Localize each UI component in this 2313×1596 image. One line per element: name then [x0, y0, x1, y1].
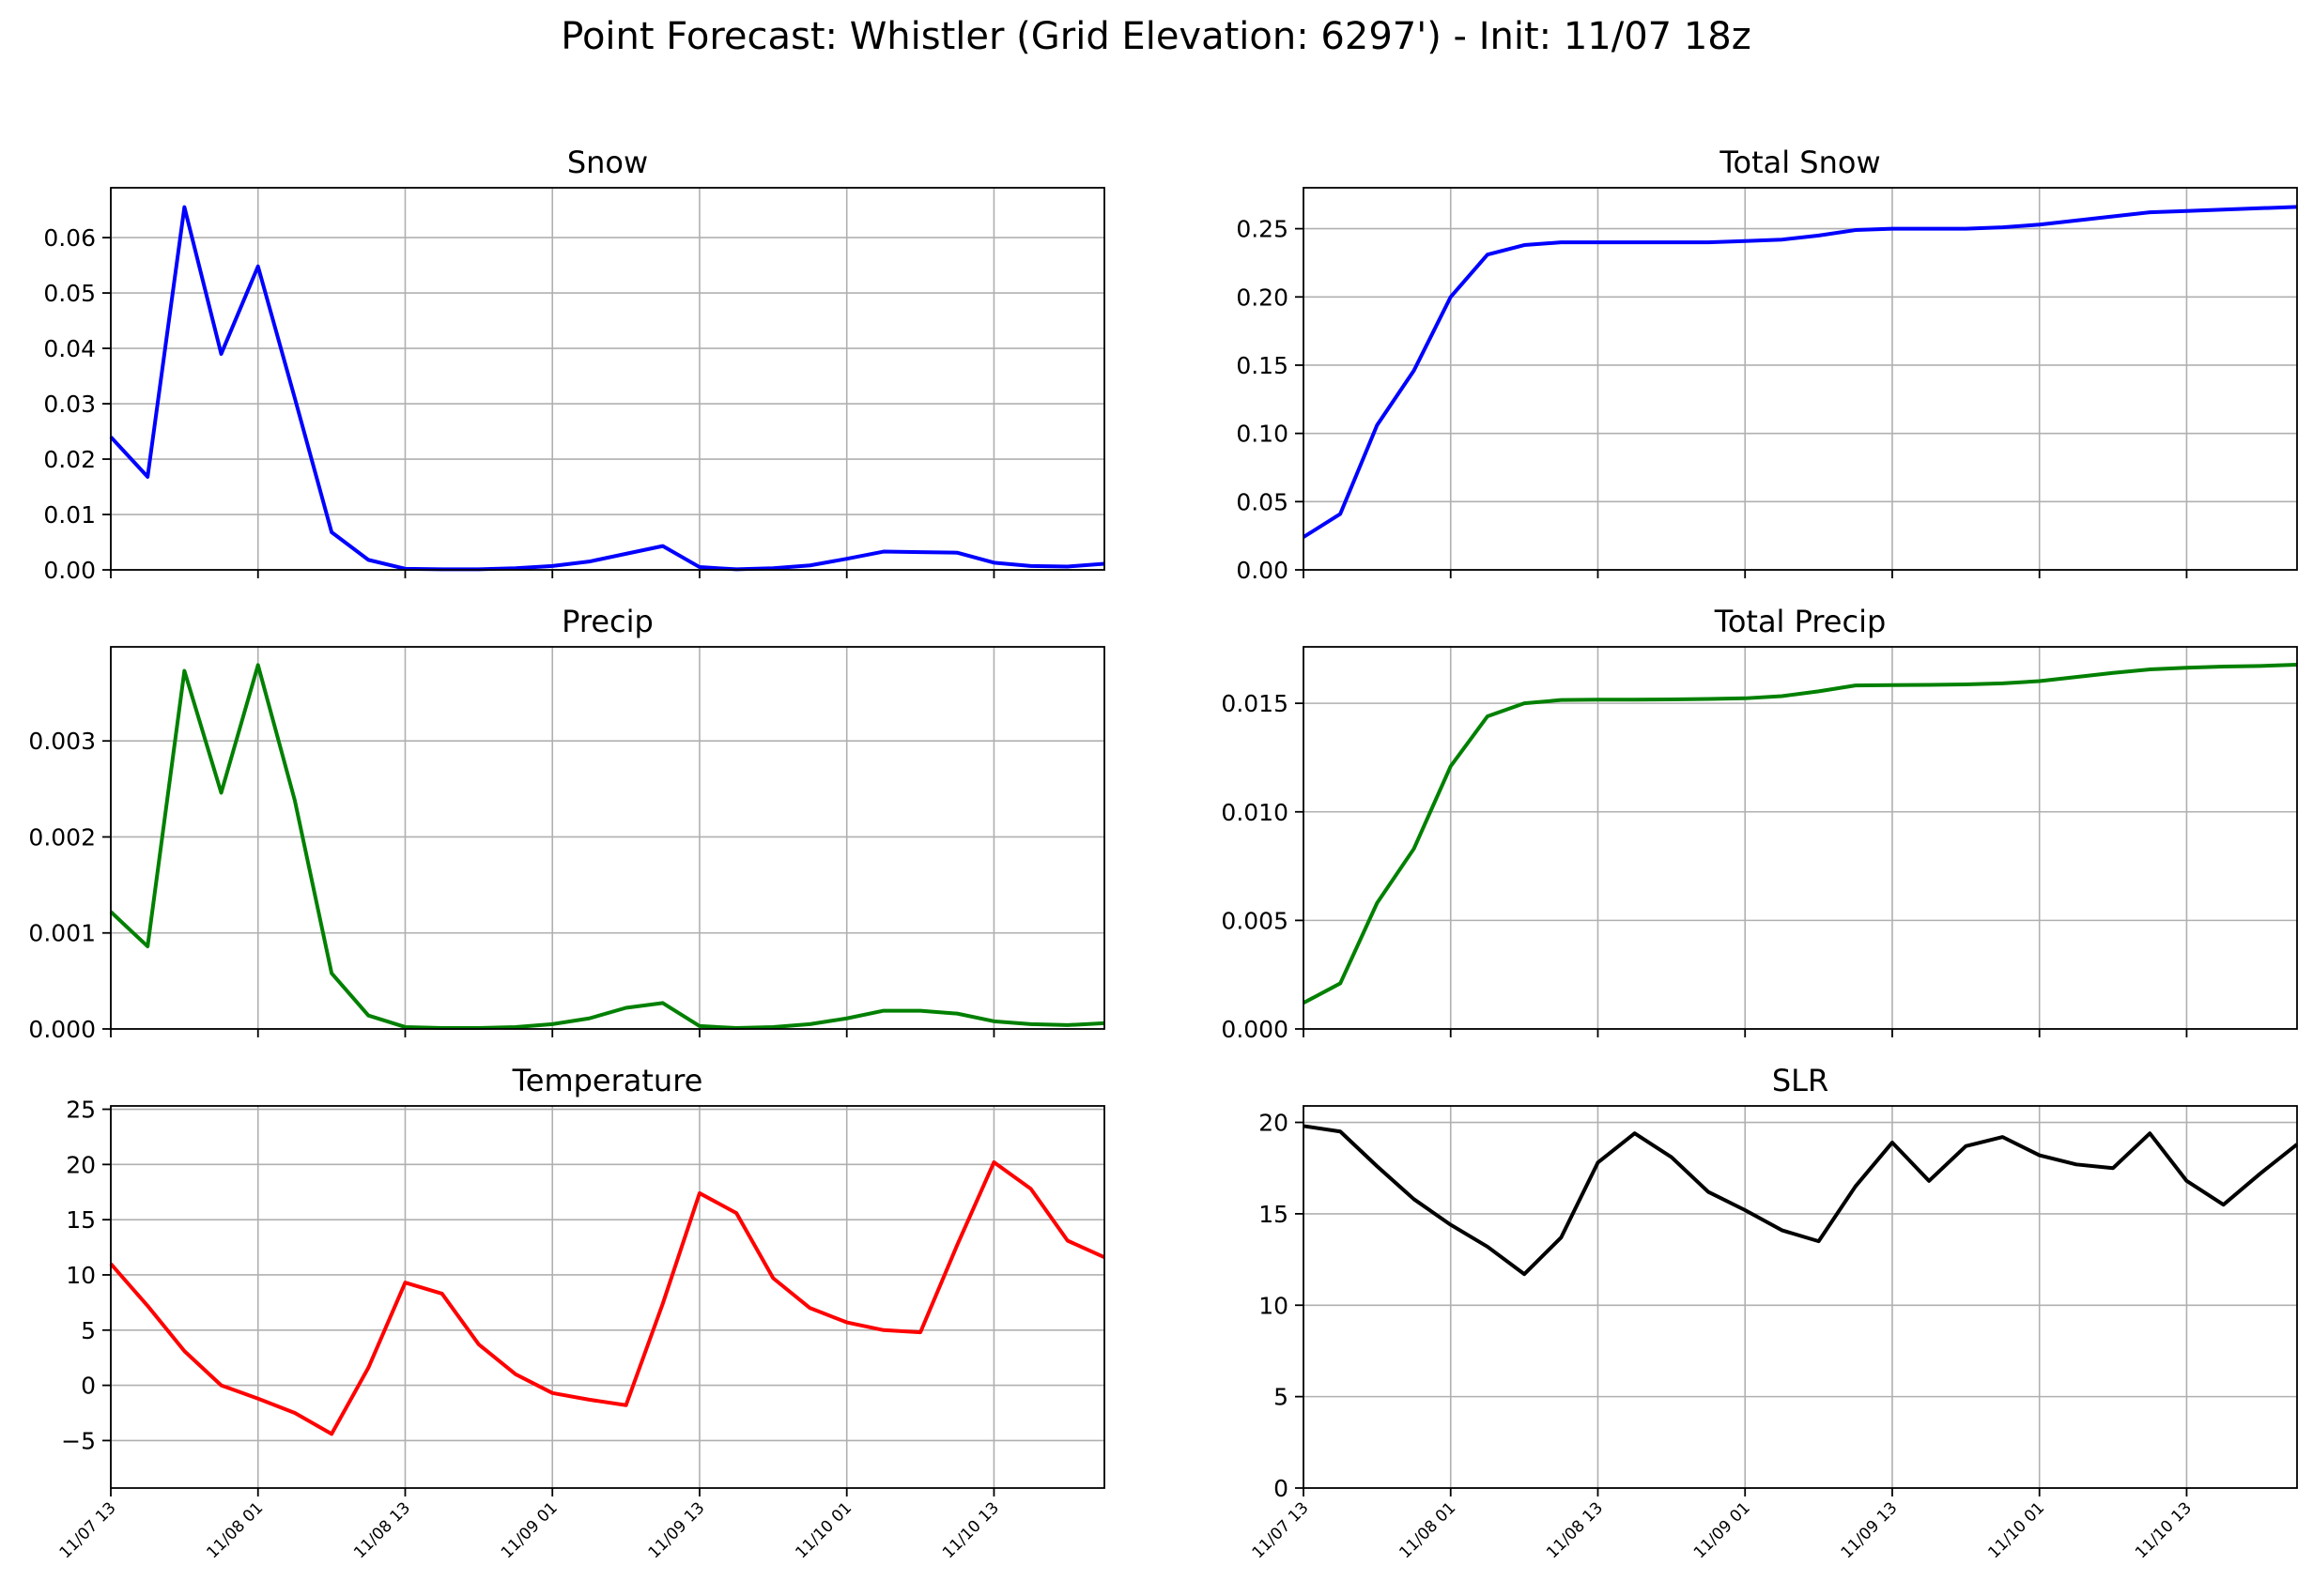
- total-precip-ytick-label-1: 0.005: [1221, 907, 1288, 934]
- precip-ytick-label-0: 0.000: [28, 1016, 96, 1043]
- temperature-ytick-label-3: 10: [66, 1262, 96, 1289]
- total-precip-series-line: [1303, 662, 2298, 1005]
- slr-panel: SLR 0 5 10 15 20 11/07 13 11/08 01 11/08 13 11/09…: [1249, 1063, 2299, 1562]
- snow-panel: Snow 0.00 0.01 0.02 0.03 0.04 0.05 0.06: [43, 145, 1105, 584]
- temperature-xtick-label-1: 11/08 01: [203, 1498, 267, 1562]
- precip-ytick-label-1: 0.001: [28, 920, 96, 947]
- figure-title: Point Forecast: Whistler (Grid Elevation…: [561, 15, 1750, 58]
- precip-title: Precip: [562, 604, 654, 639]
- precip-ytick-label-3: 0.003: [28, 728, 96, 755]
- slr-xtick-label-3: 11/09 01: [1690, 1498, 1754, 1562]
- temperature-ytick-label-4: 15: [66, 1206, 96, 1234]
- snow-series-line: [109, 205, 1105, 572]
- temperature-ytick-label-2: 5: [81, 1317, 96, 1344]
- total-snow-ytick-label-2: 0.10: [1236, 421, 1288, 448]
- slr-xtick-label-1: 11/08 01: [1396, 1498, 1459, 1562]
- temperature-series-line: [109, 1159, 1105, 1436]
- snow-ytick-label-2: 0.02: [43, 446, 96, 473]
- temperature-ytick-label-6: 25: [66, 1097, 96, 1124]
- snow-ytick-label-4: 0.04: [43, 335, 96, 362]
- total-precip-axes-frame: [1303, 646, 2298, 1030]
- temperature-title: Temperature: [512, 1063, 703, 1098]
- slr-xtick-label-0: 11/07 13: [1249, 1498, 1313, 1562]
- total-snow-ytick-label-1: 0.05: [1236, 488, 1288, 515]
- slr-ytick-label-2: 10: [1258, 1292, 1288, 1319]
- total-snow-ytick-label-0: 0.00: [1236, 557, 1288, 584]
- temperature-xtick-label-4: 11/09 13: [645, 1498, 709, 1562]
- total-snow-ytick-label-5: 0.25: [1236, 216, 1288, 243]
- total-precip-title: Total Precip: [1714, 604, 1887, 639]
- total-snow-title: Total Snow: [1719, 145, 1880, 180]
- slr-xtick-label-4: 11/09 13: [1838, 1498, 1902, 1562]
- precip-ytick-label-2: 0.002: [28, 823, 96, 851]
- temperature-ytick-label-5: 20: [66, 1151, 96, 1178]
- snow-axes-frame: [110, 187, 1105, 571]
- total-precip-ytick-label-3: 0.015: [1221, 690, 1288, 717]
- total-snow-ytick-label-3: 0.15: [1236, 352, 1288, 379]
- total-snow-panel: Total Snow 0.00 0.05 0.10 0.15 0.20 0.25: [1236, 145, 2298, 584]
- snow-ytick-label-5: 0.05: [43, 280, 96, 307]
- precip-panel: Precip 0.000 0.001 0.002 0.003: [28, 604, 1105, 1043]
- slr-series-line: [1303, 1124, 2299, 1277]
- slr-ytick-label-0: 0: [1273, 1475, 1288, 1502]
- slr-xtick-label-5: 11/10 01: [1984, 1498, 2048, 1562]
- precip-series-line: [109, 663, 1105, 1030]
- temperature-xtick-label-3: 11/09 01: [498, 1498, 562, 1562]
- temperature-xtick-label-6: 11/10 13: [939, 1498, 1003, 1562]
- temperature-ytick-label-0: −5: [61, 1427, 96, 1454]
- slr-axes-frame: [1303, 1105, 2298, 1489]
- temperature-ytick-label-1: 0: [81, 1373, 96, 1400]
- total-snow-series-line: [1302, 205, 2298, 539]
- temperature-xtick-label-0: 11/07 13: [56, 1498, 120, 1562]
- temperature-xtick-label-2: 11/08 13: [350, 1498, 414, 1562]
- precip-axes-frame: [110, 646, 1105, 1030]
- slr-ytick-label-1: 5: [1273, 1384, 1288, 1411]
- total-precip-ytick-label-2: 0.010: [1221, 799, 1288, 826]
- temperature-axes-frame: [110, 1105, 1105, 1489]
- snow-title: Snow: [567, 145, 648, 180]
- total-precip-ytick-label-0: 0.000: [1221, 1016, 1288, 1043]
- snow-ytick-label-6: 0.06: [43, 224, 96, 252]
- temperature-xtick-label-5: 11/10 01: [792, 1498, 856, 1562]
- total-snow-ytick-label-4: 0.20: [1236, 284, 1288, 311]
- total-precip-panel: Total Precip 0.000 0.005 0.010 0.015: [1221, 604, 2298, 1043]
- slr-xtick-label-6: 11/10 13: [2132, 1498, 2196, 1562]
- snow-ytick-label-1: 0.01: [43, 501, 96, 529]
- temperature-panel: Temperature −5 0 5 10 15 20 25 11/07 13 11/08 01 1…: [56, 1063, 1105, 1562]
- snow-ytick-label-0: 0.00: [43, 557, 96, 584]
- slr-title: SLR: [1772, 1063, 1828, 1098]
- snow-ytick-label-3: 0.03: [43, 391, 96, 418]
- slr-xtick-label-2: 11/08 13: [1543, 1498, 1607, 1562]
- slr-ytick-label-4: 20: [1258, 1110, 1288, 1137]
- slr-ytick-label-3: 15: [1258, 1201, 1288, 1228]
- total-snow-axes-frame: [1303, 187, 2298, 571]
